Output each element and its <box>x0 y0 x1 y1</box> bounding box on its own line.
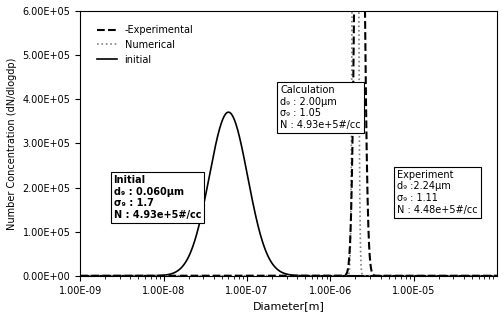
initial <box>482 274 488 278</box>
initial <box>406 274 412 278</box>
initial <box>98 274 104 278</box>
-Experimental <box>77 274 83 278</box>
Numerical <box>482 274 488 278</box>
initial <box>269 261 275 265</box>
Numerical <box>77 274 83 278</box>
Line: initial: initial <box>80 112 497 276</box>
initial <box>280 271 286 275</box>
initial <box>494 274 500 278</box>
Text: Calculation
d₉ : 2.00μm
σ₉ : 1.05
N : 4.93e+5#/cc: Calculation d₉ : 2.00μm σ₉ : 1.05 N : 4.… <box>280 85 361 130</box>
X-axis label: Diameter[m]: Diameter[m] <box>253 301 325 311</box>
Numerical <box>269 274 275 278</box>
Text: Initial
d₉ : 0.060μm
σ₉ : 1.7
N : 4.93e+5#/cc: Initial d₉ : 0.060μm σ₉ : 1.7 N : 4.93e+… <box>113 175 201 220</box>
-Experimental <box>406 274 412 278</box>
Numerical <box>98 274 104 278</box>
-Experimental <box>280 274 286 278</box>
Numerical <box>482 274 488 278</box>
Numerical <box>280 274 286 278</box>
-Experimental <box>269 274 275 278</box>
Line: -Experimental: -Experimental <box>80 0 497 276</box>
-Experimental <box>482 274 488 278</box>
Legend: -Experimental, Numerical, initial: -Experimental, Numerical, initial <box>93 21 197 69</box>
initial <box>77 274 83 278</box>
Text: Experiment
d₉ :2.24μm
σ₉ : 1.11
N : 4.48e+5#/cc: Experiment d₉ :2.24μm σ₉ : 1.11 N : 4.48… <box>397 170 478 215</box>
-Experimental <box>482 274 488 278</box>
Line: Numerical: Numerical <box>80 0 497 276</box>
initial <box>225 110 231 114</box>
initial <box>482 274 488 278</box>
Y-axis label: Number Concentration (dN/dlogdp): Number Concentration (dN/dlogdp) <box>7 57 17 230</box>
Numerical <box>406 274 412 278</box>
Numerical <box>494 274 500 278</box>
-Experimental <box>494 274 500 278</box>
-Experimental <box>98 274 104 278</box>
